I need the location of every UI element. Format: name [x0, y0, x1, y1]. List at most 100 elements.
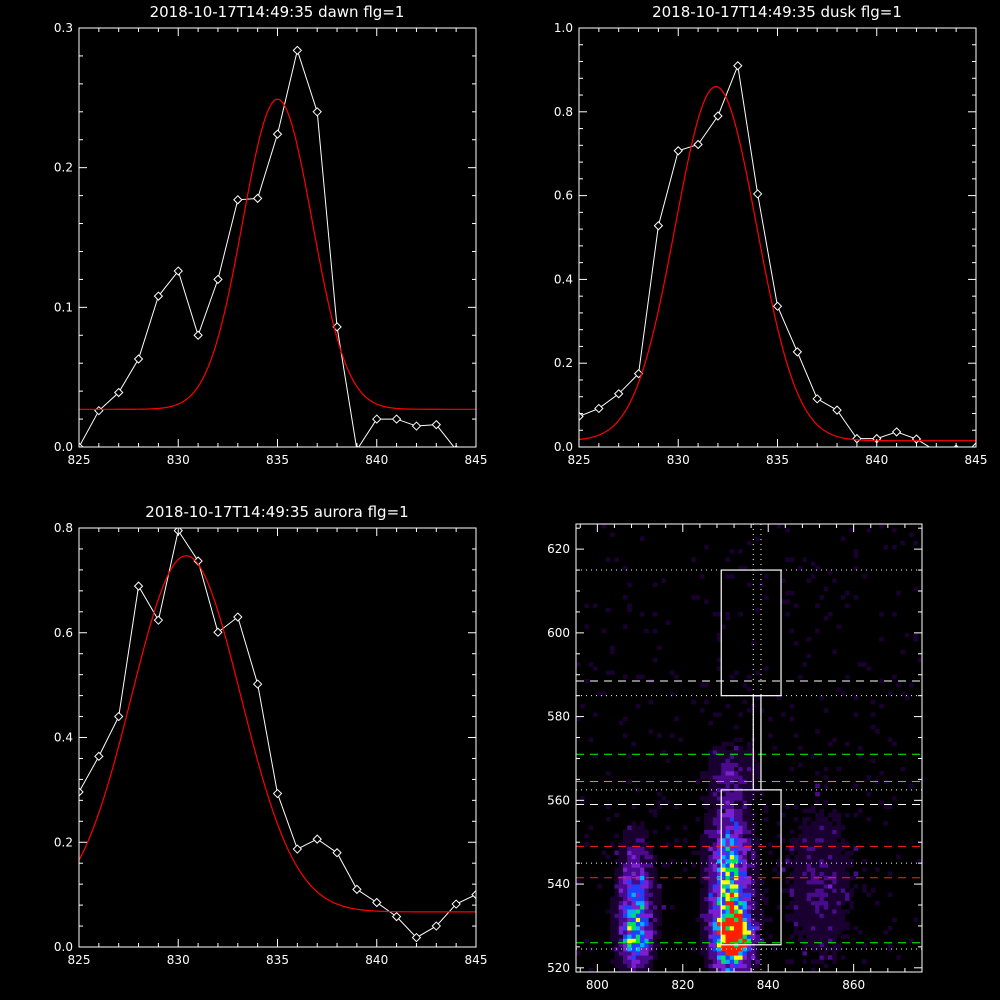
heatmap-cell [631, 825, 637, 830]
heatmap-cell [699, 942, 705, 948]
heatmap-cell [755, 955, 760, 960]
heatmap-cell [712, 808, 718, 814]
heatmap-cell [819, 942, 825, 948]
heatmap-cell [712, 791, 718, 797]
heatmap-cell [755, 871, 760, 876]
heatmap-cell [887, 942, 893, 948]
heatmap-cell [896, 590, 901, 596]
heatmap-cell [699, 934, 705, 939]
heatmap-cell [729, 754, 735, 759]
heatmap-cell [746, 791, 752, 797]
heatmap-cell [618, 854, 624, 860]
heatmap-cell [853, 875, 859, 881]
heatmap-cell [631, 909, 637, 914]
heatmap-cell [691, 863, 696, 868]
heatmap-cell [755, 842, 760, 847]
heatmap-cell [763, 888, 769, 893]
heatmap-cell [785, 888, 790, 893]
heatmap-cell [721, 791, 726, 797]
heatmap-cell [691, 699, 696, 705]
heatmap-cell [652, 942, 658, 948]
heatmap-cell [815, 565, 820, 571]
heatmap-cell [716, 963, 722, 969]
heatmap-cell [648, 925, 654, 931]
heatmap-cell [755, 925, 760, 931]
heatmap-cell [742, 967, 748, 972]
heatmap-cell [657, 909, 662, 914]
heatmap-cell [734, 967, 739, 972]
heatmap-cell [622, 955, 628, 960]
heatmap-cell [657, 913, 662, 918]
heatmap-cell [712, 779, 718, 784]
heatmap-cell [819, 842, 825, 847]
heatmap-cell [815, 825, 820, 830]
heatmap-cell [738, 804, 743, 810]
heatmap-cell [751, 825, 756, 830]
heatmap-cell [669, 733, 675, 738]
heatmap-cell [729, 817, 735, 822]
heatmap-cell [828, 863, 833, 868]
heatmap-cell [712, 787, 718, 793]
heatmap-cell [734, 884, 739, 889]
heatmap-cell [721, 854, 726, 860]
heatmap-cell [806, 817, 812, 822]
heatmap-cell [640, 536, 645, 542]
heatmap-cell [712, 921, 718, 927]
heatmap-cell [729, 946, 735, 952]
heatmap-cell [708, 863, 713, 868]
heatmap-cell [823, 833, 829, 839]
heatmap-cell [635, 888, 641, 893]
heatmap-cell [725, 775, 731, 780]
heatmap-cell [819, 595, 825, 600]
heatmap-cell [665, 863, 671, 868]
heatmap-cell [614, 934, 620, 939]
heatmap-cell [725, 934, 731, 939]
heatmap-cell [836, 921, 842, 927]
heatmap-cell [815, 900, 820, 906]
heatmap-cell [678, 737, 684, 743]
heatmap-cell [823, 586, 829, 592]
data-point [233, 612, 243, 622]
heatmap-cell [725, 896, 731, 902]
heatmap-cell [755, 900, 760, 906]
heatmap-cell [712, 750, 718, 755]
heatmap-cell [576, 879, 581, 885]
heatmap-cell [652, 892, 658, 897]
heatmap-cell [716, 783, 722, 789]
heatmap-cell [836, 812, 842, 818]
heatmap-cell [699, 925, 705, 931]
heatmap-cell [716, 925, 722, 931]
heatmap-cell [691, 850, 696, 856]
heatmap-cell [652, 917, 658, 923]
heatmap-cell [802, 896, 807, 902]
heatmap-cell [785, 854, 790, 860]
heatmap-cell [640, 833, 645, 839]
heatmap-cell [614, 879, 620, 885]
heatmap-cell [781, 812, 786, 818]
heatmap-cell [725, 796, 731, 801]
heatmap-cell [716, 791, 722, 797]
heatmap-cell [798, 917, 803, 923]
heatmap-cell [742, 863, 748, 868]
heatmap-cell [712, 951, 718, 956]
heatmap-cell [832, 879, 837, 885]
heatmap-cell [640, 942, 645, 948]
heatmap-cell [832, 858, 837, 864]
heatmap-cell [815, 800, 820, 805]
heatmap-cell [823, 867, 829, 872]
heatmap-cell [725, 750, 731, 755]
heatmap-cell [627, 959, 632, 964]
heatmap-cell [746, 825, 752, 830]
heatmap-cell [708, 846, 713, 851]
heatmap-cell [798, 745, 803, 751]
heatmap-cell [734, 951, 739, 956]
heatmap-cell [887, 691, 893, 696]
heatmap-cell [849, 858, 854, 864]
heatmap-cell [742, 917, 748, 923]
heatmap-cell [815, 833, 820, 839]
heatmap-cell [614, 917, 620, 923]
heatmap-cell [751, 829, 756, 835]
heatmap-cell [738, 967, 743, 972]
heatmap-cell [725, 754, 731, 759]
